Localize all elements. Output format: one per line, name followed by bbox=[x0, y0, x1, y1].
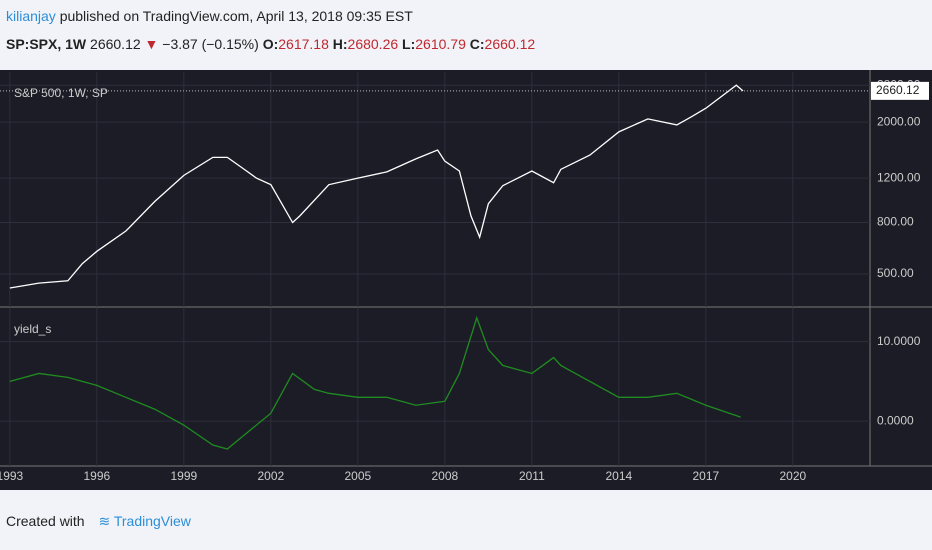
brand[interactable]: ≋ TradingView bbox=[98, 513, 191, 529]
y-tick-label: 0.0000 bbox=[877, 413, 914, 427]
pane-title: yield_s bbox=[14, 322, 51, 336]
close: 2660.12 bbox=[484, 36, 536, 52]
created: Created with bbox=[6, 513, 85, 529]
x-tick-label: 2002 bbox=[258, 469, 285, 483]
label: C: bbox=[469, 36, 485, 52]
label: L: bbox=[402, 36, 416, 52]
open: 2617.18 bbox=[278, 36, 329, 52]
x-tick-label: 2020 bbox=[780, 469, 807, 483]
y-tick-label: 1200.00 bbox=[877, 170, 921, 184]
published: published on TradingView.com, April 13, … bbox=[59, 8, 413, 24]
last: 2660.12 bbox=[90, 36, 141, 52]
background bbox=[0, 70, 932, 490]
change: −3.87 (−0.15%) bbox=[162, 36, 259, 52]
line bbox=[9, 84, 744, 289]
quote-line: SP:SPX, 1W 2660.12 ▼ −3.87 (−0.15%) O:26… bbox=[6, 36, 536, 52]
x-tick-label: 2014 bbox=[606, 469, 633, 483]
last-value-box bbox=[871, 81, 929, 100]
pane-title: S&P 500, 1W, SP bbox=[14, 86, 108, 100]
low: 2610.79 bbox=[415, 36, 466, 52]
y-tick-label: 500.00 bbox=[877, 266, 914, 280]
x-tick-label: 1999 bbox=[171, 469, 198, 483]
last-value-label: 2660.12 bbox=[876, 83, 920, 97]
symbol: SP:SPX, 1W bbox=[6, 36, 87, 52]
x-tick-label: 1993 bbox=[0, 469, 24, 483]
author[interactable]: kilianjay bbox=[6, 8, 56, 24]
y-tick-label: 800.00 bbox=[877, 215, 914, 229]
label: O: bbox=[262, 36, 279, 52]
label: H: bbox=[332, 36, 348, 52]
high: 2680.26 bbox=[347, 36, 399, 52]
x-tick-label: 2005 bbox=[345, 469, 372, 483]
y-tick-label: 10.0000 bbox=[877, 334, 921, 348]
x-tick-label: 2017 bbox=[693, 469, 720, 483]
x-tick-label: 1996 bbox=[84, 469, 111, 483]
x-tick-label: 2011 bbox=[519, 469, 545, 483]
y-tick-label: 2000.00 bbox=[877, 114, 921, 128]
footer: Created with ≋ TradingView bbox=[6, 513, 191, 530]
header: kilianjay published on TradingView.com, … bbox=[6, 8, 413, 24]
brand-name[interactable]: TradingView bbox=[113, 513, 191, 529]
x-tick-label: 2008 bbox=[432, 469, 459, 483]
line bbox=[9, 315, 741, 450]
